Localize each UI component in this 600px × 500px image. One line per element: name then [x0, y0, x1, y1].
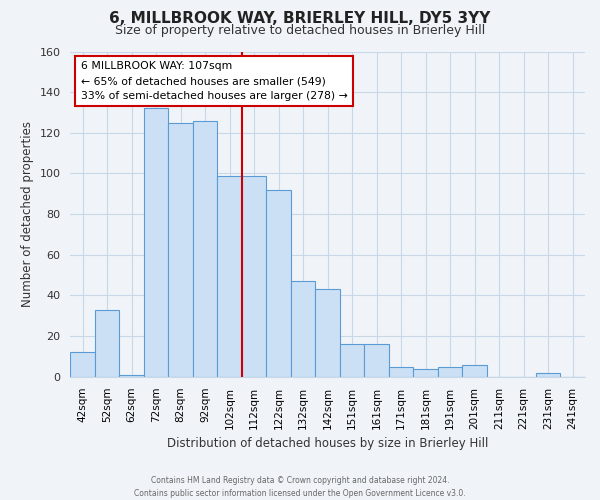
Bar: [340, 344, 364, 377]
X-axis label: Distribution of detached houses by size in Brierley Hill: Distribution of detached houses by size …: [167, 437, 488, 450]
Text: 6 MILLBROOK WAY: 107sqm
← 65% of detached houses are smaller (549)
33% of semi-d: 6 MILLBROOK WAY: 107sqm ← 65% of detache…: [80, 62, 347, 101]
Bar: [70, 352, 95, 377]
Bar: [193, 120, 217, 377]
Y-axis label: Number of detached properties: Number of detached properties: [21, 121, 34, 307]
Bar: [266, 190, 291, 377]
Bar: [463, 364, 487, 377]
Bar: [242, 176, 266, 377]
Bar: [413, 368, 438, 377]
Bar: [536, 373, 560, 377]
Bar: [291, 282, 316, 377]
Bar: [316, 290, 340, 377]
Text: 6, MILLBROOK WAY, BRIERLEY HILL, DY5 3YY: 6, MILLBROOK WAY, BRIERLEY HILL, DY5 3YY: [109, 11, 491, 26]
Bar: [217, 176, 242, 377]
Text: Size of property relative to detached houses in Brierley Hill: Size of property relative to detached ho…: [115, 24, 485, 37]
Bar: [95, 310, 119, 377]
Bar: [438, 366, 463, 377]
Bar: [169, 122, 193, 377]
Bar: [364, 344, 389, 377]
Bar: [389, 366, 413, 377]
Bar: [144, 108, 169, 377]
Bar: [119, 375, 144, 377]
Text: Contains HM Land Registry data © Crown copyright and database right 2024.
Contai: Contains HM Land Registry data © Crown c…: [134, 476, 466, 498]
